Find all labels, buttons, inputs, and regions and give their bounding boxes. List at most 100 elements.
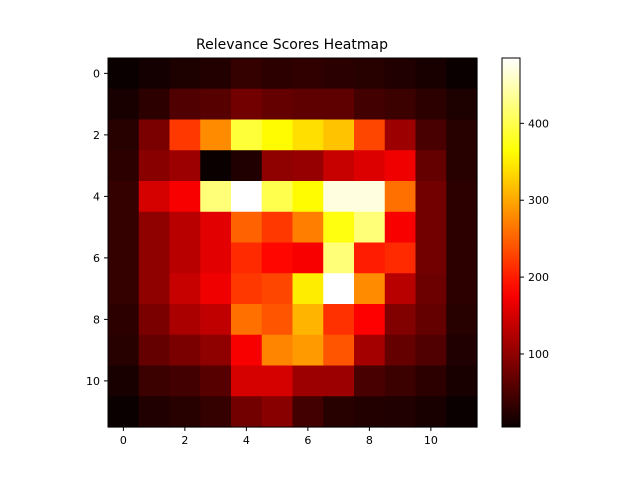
heatmap-cell-r5-c7: [323, 211, 355, 244]
heatmap-cell-r7-c1: [138, 273, 171, 305]
y-tick-label: 2: [93, 129, 100, 142]
heatmap-cell-r4-c4: [231, 181, 263, 213]
heatmap-cell-r9-c11: [446, 334, 478, 367]
heatmap-cell-r7-c0: [108, 273, 140, 305]
heatmap-cell-r11-c4: [231, 396, 263, 428]
heatmap-cell-r0-c3: [200, 58, 232, 90]
heatmap-cell-r3-c10: [415, 150, 447, 182]
heatmap-cell-r7-c3: [200, 273, 232, 305]
heatmap-cell-r2-c3: [200, 119, 232, 151]
heatmap-cell-r2-c2: [169, 119, 201, 151]
heatmap-cell-r4-c5: [261, 181, 294, 213]
colorbar-tick-label: 100: [528, 348, 549, 361]
heatmap-cell-r6-c4: [231, 242, 263, 274]
heatmap-cell-r7-c8: [354, 273, 386, 305]
plot-frame: [107, 57, 478, 428]
heatmap-cell-r11-c1: [138, 396, 171, 428]
heatmap-cell-r6-c5: [261, 242, 294, 274]
heatmap-cell-r11-c3: [200, 396, 232, 428]
heatmap-cell-r5-c10: [415, 211, 447, 244]
heatmap-axes: 0 2 4 6 8 10 0 2 4 6 8 10: [86, 57, 478, 447]
heatmap-cell-r5-c9: [384, 211, 417, 244]
heatmap-cell-r3-c3: [200, 150, 232, 182]
heatmap-cell-r10-c5: [261, 365, 294, 397]
heatmap-cell-r9-c3: [200, 334, 232, 367]
heatmap-cell-r11-c11: [446, 396, 478, 428]
heatmap-cell-r11-c10: [415, 396, 447, 428]
heatmap-cell-r9-c9: [384, 334, 417, 367]
heatmap-cell-r1-c6: [292, 88, 324, 121]
heatmap-cell-r4-c0: [108, 181, 140, 213]
heatmap-cell-r1-c0: [108, 88, 140, 121]
x-tick-label: 0: [120, 434, 127, 447]
heatmap-cell-r10-c3: [200, 365, 232, 397]
heatmap-cell-r6-c1: [138, 242, 171, 274]
x-tick-label: 2: [181, 434, 188, 447]
heatmap-cell-r11-c5: [261, 396, 294, 428]
heatmap-cell-r2-c0: [108, 119, 140, 151]
heatmap-cell-r3-c6: [292, 150, 324, 182]
heatmap-cell-r1-c2: [169, 88, 201, 121]
heatmap-cell-r4-c3: [200, 181, 232, 213]
heatmap-cell-r1-c4: [231, 88, 263, 121]
heatmap-cell-r11-c0: [108, 396, 140, 428]
heatmap-cell-r5-c8: [354, 211, 386, 244]
heatmap-cell-r1-c11: [446, 88, 478, 121]
heatmap-cell-r0-c9: [384, 58, 417, 90]
heatmap-cell-r7-c2: [169, 273, 201, 305]
heatmap-cell-r1-c3: [200, 88, 232, 121]
x-tick-label: 8: [366, 434, 373, 447]
heatmap-cell-r3-c11: [446, 150, 478, 182]
heatmap-cell-r2-c5: [261, 119, 294, 151]
heatmap-cell-r4-c8: [354, 181, 386, 213]
heatmap-cell-r2-c1: [138, 119, 171, 151]
heatmap-cell-r5-c5: [261, 211, 294, 244]
heatmap-cell-r5-c6: [292, 211, 324, 244]
colorbar-gradient: [502, 58, 520, 427]
heatmap-cell-r1-c8: [354, 88, 386, 121]
heatmap-cell-r0-c8: [354, 58, 386, 90]
heatmap-cell-r9-c4: [231, 334, 263, 367]
y-tick-label: 4: [93, 190, 100, 203]
heatmap-cell-r3-c1: [138, 150, 171, 182]
heatmap-cell-r2-c7: [323, 119, 355, 151]
heatmap-cell-r7-c9: [384, 273, 417, 305]
heatmap-cell-r10-c2: [169, 365, 201, 397]
heatmap-cell-r3-c5: [261, 150, 294, 182]
y-tick-label: 6: [93, 252, 100, 265]
heatmap-cell-r3-c2: [169, 150, 201, 182]
heatmap-cell-r9-c5: [261, 334, 294, 367]
heatmap-cell-r9-c0: [108, 334, 140, 367]
heatmap-cell-r10-c11: [446, 365, 478, 397]
heatmap-cell-r8-c11: [446, 304, 478, 336]
heatmap-cell-r7-c5: [261, 273, 294, 305]
heatmap-cell-r2-c9: [384, 119, 417, 151]
heatmap-cell-r2-c11: [446, 119, 478, 151]
heatmap-cell-r8-c4: [231, 304, 263, 336]
heatmap-cell-r6-c6: [292, 242, 324, 274]
heatmap-cell-r2-c4: [231, 119, 263, 151]
heatmap-cell-r10-c4: [231, 365, 263, 397]
heatmap-cell-r10-c6: [292, 365, 324, 397]
heatmap-cell-r10-c10: [415, 365, 447, 397]
heatmap-cell-r4-c6: [292, 181, 324, 213]
colorbar-tick-label: 400: [528, 117, 549, 130]
heatmap-cell-r4-c10: [415, 181, 447, 213]
heatmap-cell-r4-c9: [384, 181, 417, 213]
heatmap-cell-r10-c9: [384, 365, 417, 397]
heatmap-cell-r5-c0: [108, 211, 140, 244]
heatmap-cell-r11-c9: [384, 396, 417, 428]
heatmap-cell-r6-c3: [200, 242, 232, 274]
heatmap-cell-r0-c4: [231, 58, 263, 90]
heatmap-cell-r6-c11: [446, 242, 478, 274]
heatmap-cell-r10-c0: [108, 365, 140, 397]
heatmap-cell-r8-c8: [354, 304, 386, 336]
heatmap-cell-r0-c2: [169, 58, 201, 90]
heatmap-cell-r1-c5: [261, 88, 294, 121]
heatmap-cell-r1-c1: [138, 88, 171, 121]
y-tick-label: 10: [86, 375, 100, 388]
heatmap-cell-r5-c2: [169, 211, 201, 244]
heatmap-cells: [108, 58, 478, 428]
x-tick-label: 4: [243, 434, 250, 447]
